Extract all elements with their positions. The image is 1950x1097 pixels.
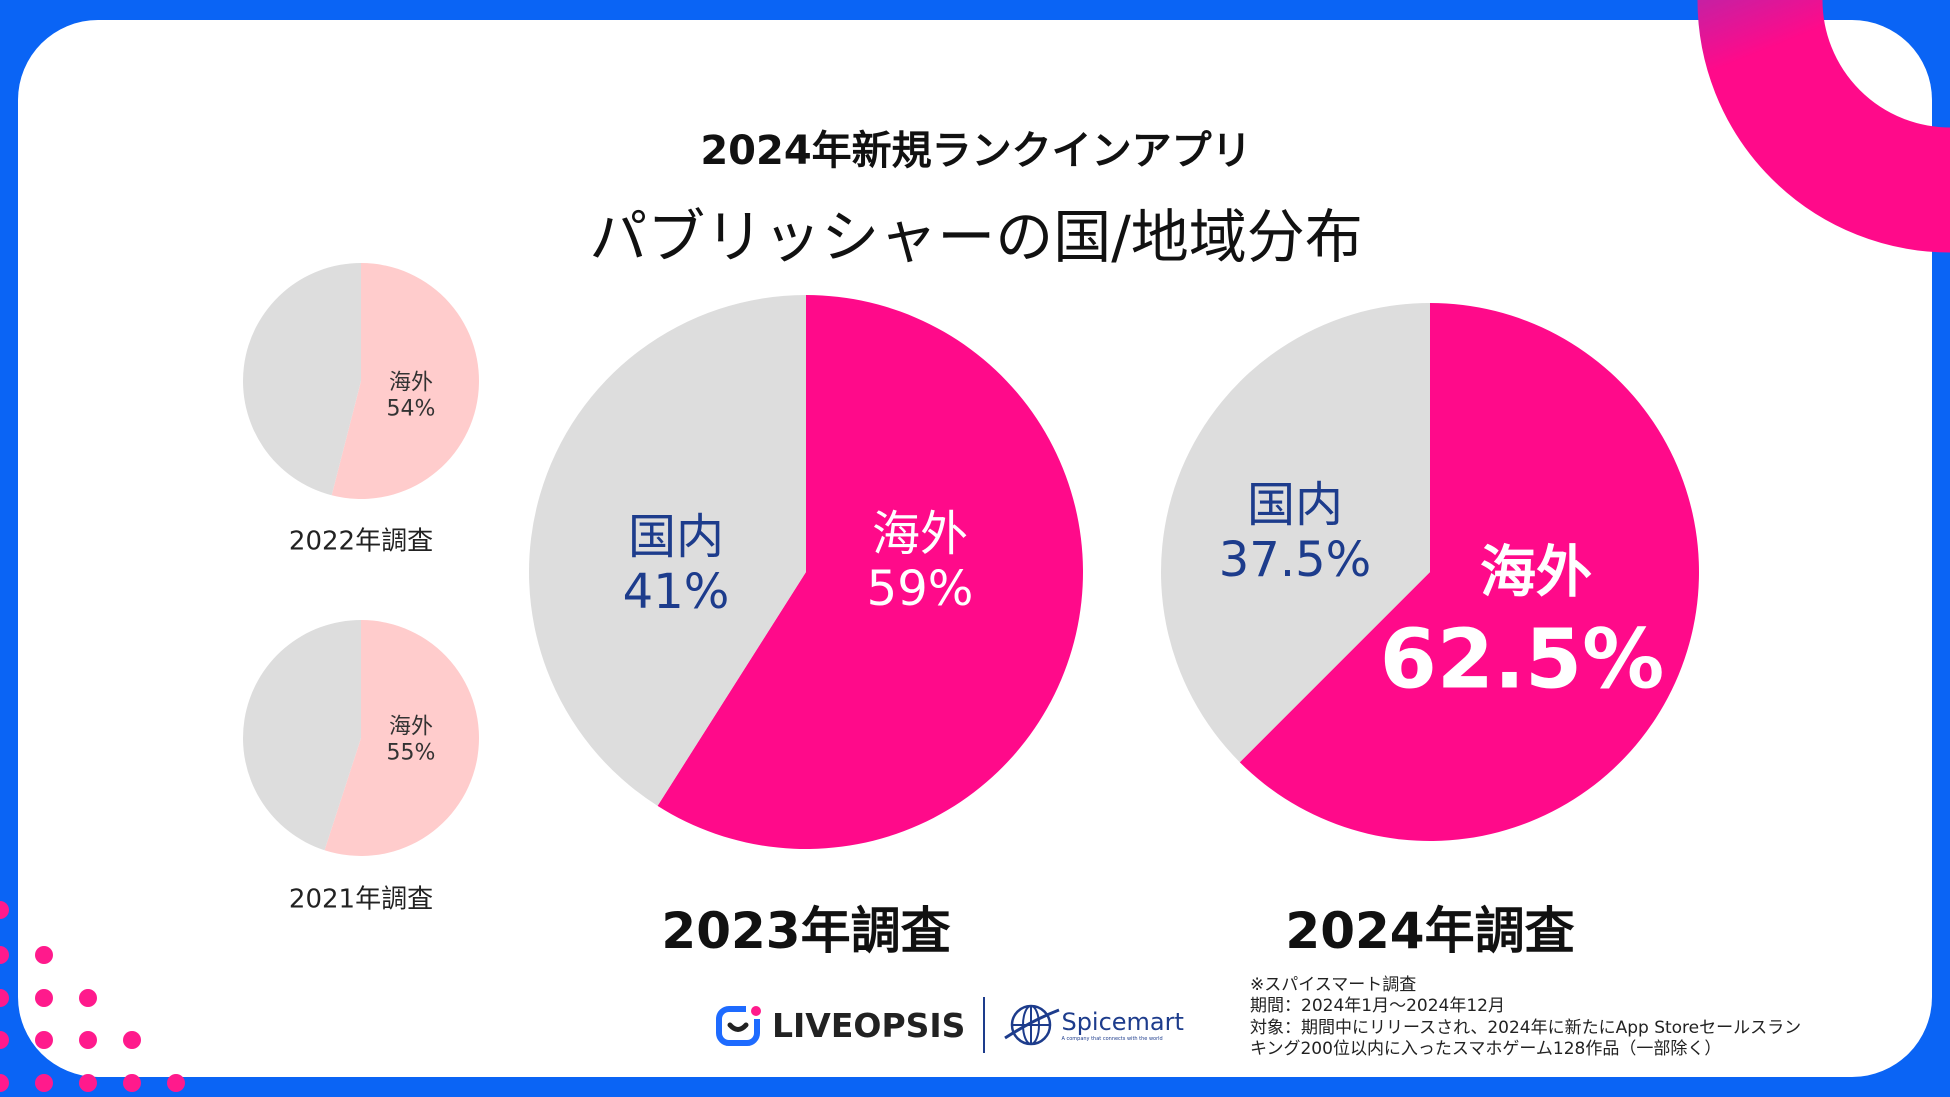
decor-dot xyxy=(123,1074,141,1092)
pie-2021-title: 2021年調査 xyxy=(288,884,434,915)
decor-dot xyxy=(79,1031,97,1049)
spicemart-logo-text: Spicemart xyxy=(1061,1008,1184,1036)
pie-2024-title: 2024年調査 xyxy=(1285,902,1575,960)
pie-slice-2023年調査-国内 xyxy=(528,295,806,806)
decor-dot xyxy=(123,1031,141,1049)
pie-2024-overseas-name: 海外 xyxy=(1480,540,1592,606)
footnote: ※スパイスマート調査 期間：2024年1月〜2024年12月 対象：期間中にリリース… xyxy=(1250,975,1802,1059)
decor-dot xyxy=(35,1031,53,1049)
pie-2024-overseas-value: 62.5% xyxy=(1379,612,1665,708)
decor-dot xyxy=(35,1074,53,1092)
pie-2023-overseas-label: 海外 59% xyxy=(866,505,974,617)
decor-dot xyxy=(0,989,9,1007)
spicemart-globe-icon xyxy=(1004,1004,1060,1046)
decor-dot xyxy=(0,1074,9,1092)
subtitle: パブリッシャーの国/地域分布 xyxy=(589,203,1363,271)
pie-2023-domestic-label: 国内 41% xyxy=(622,508,730,620)
pie-slice-2024年調査-国内 xyxy=(1161,303,1430,763)
decor-dot xyxy=(0,1031,9,1049)
decor-dot xyxy=(0,946,9,964)
liveopsis-logo-icon xyxy=(716,1003,764,1046)
liveopsis-logo-text: LIVEOPSIS xyxy=(772,1005,966,1045)
logos: LIVEOPSIS Spicemart A company that conne… xyxy=(716,997,1184,1053)
pie-2022-title: 2022年調査 xyxy=(288,526,434,557)
pie-slice-2022年調査-国内 xyxy=(243,263,361,496)
decor-dot xyxy=(0,901,9,919)
decor-dot xyxy=(167,1074,185,1092)
decor-dot xyxy=(79,1074,97,1092)
pie-2021-label: 海外 55% xyxy=(386,714,436,766)
pie-slice-2023年調査-海外 xyxy=(657,295,1083,849)
title: 2024年新規ランクインアプリ xyxy=(700,128,1252,174)
decor-dot xyxy=(35,989,53,1007)
pie-slice-2022年調査-海外 xyxy=(331,263,479,499)
pie-slice-2021年調査-国内 xyxy=(243,620,361,851)
decor-dot xyxy=(35,946,53,964)
pie-slice-2024年調査-海外 xyxy=(1239,303,1699,841)
pie-2022-label: 海外 54% xyxy=(386,370,436,422)
logo-divider xyxy=(983,997,986,1053)
spicemart-tagline: A company that connects with the world xyxy=(1061,1036,1163,1042)
pie-slice-2021年調査-海外 xyxy=(324,620,479,857)
pie-2023-title: 2023年調査 xyxy=(661,902,951,960)
decor-dot xyxy=(79,989,97,1007)
pie-2024-domestic-label: 国内 37.5% xyxy=(1218,476,1372,588)
